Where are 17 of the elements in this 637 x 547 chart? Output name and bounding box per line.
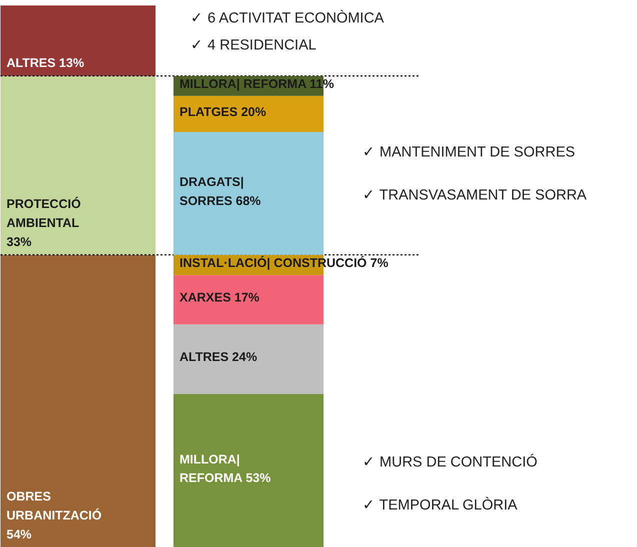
text: ✓ MANTENIMENT DE SORRES — [362, 144, 576, 160]
text: ✓ TEMPORAL GLÒRIA — [362, 496, 518, 514]
data-label: ALTRES 13% — [6, 56, 84, 70]
bar — [174, 275, 324, 324]
bar — [174, 324, 324, 394]
data-label: OBRES URBANITZACIÓ 54% — [6, 490, 102, 542]
data-label: PROTECCIÓ AMBIENTAL 33% — [6, 196, 82, 249]
data-label: DRAGATS| SORRES 68% — [180, 174, 261, 208]
text: ✓ 6 ACTIVITAT ECONÒMICA — [190, 10, 384, 26]
bar — [174, 394, 324, 547]
text: ✓ 4 RESIDENCIAL — [190, 38, 316, 54]
data-label: MILLORA| REFORMA 53% — [180, 452, 271, 486]
text: ✓ TRANSVASAMENT DE SORRA — [362, 188, 587, 204]
data-label: ALTRES 24% — [180, 350, 258, 364]
data-label: XARXES 17% — [180, 290, 260, 305]
text: ✓ MURS DE CONTENCIÓ — [362, 454, 538, 470]
data-label: PLATGES 20% — [180, 104, 266, 119]
